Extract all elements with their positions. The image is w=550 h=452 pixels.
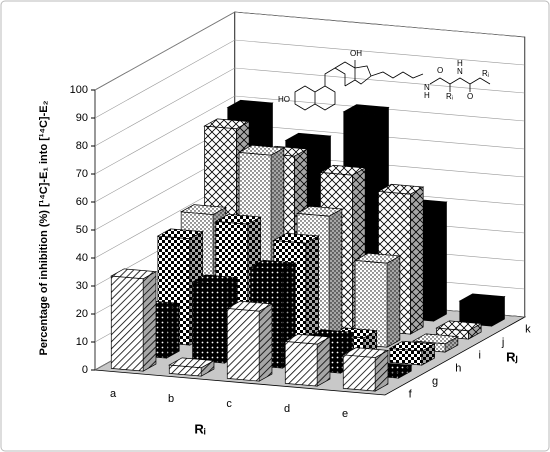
x-tick-label: b (168, 393, 174, 405)
bar-top (237, 144, 286, 156)
grid-line (94, 95, 525, 175)
x-tick-label: a (110, 388, 117, 400)
x-axis-title: Rᵢ (194, 421, 205, 436)
bar-shade (375, 350, 388, 392)
bar-top (284, 132, 332, 144)
y-tick-label: 30 (76, 280, 88, 292)
bar-top (226, 300, 274, 312)
bar (226, 300, 274, 382)
y-tick-label: 10 (76, 336, 88, 348)
bar-shade (166, 303, 180, 359)
struct-label: O (467, 92, 473, 101)
y-tick-label: 50 (76, 224, 88, 236)
bar (168, 357, 216, 377)
bar-top (179, 204, 228, 215)
bar-top (458, 293, 506, 305)
struct-label: N (457, 67, 463, 76)
bar (458, 293, 506, 327)
bar (284, 333, 332, 387)
depth-tick-label: j (501, 336, 504, 348)
struct-label: Rⱼ (482, 69, 489, 78)
bar-top (353, 252, 402, 264)
grid-line (94, 39, 525, 119)
bar-front (192, 281, 225, 364)
bar-top (110, 268, 158, 280)
y-tick-label: 90 (76, 112, 88, 124)
bar-shade (387, 256, 400, 348)
bar-top (284, 333, 332, 345)
bar (110, 268, 158, 372)
y-tick-label: 60 (76, 196, 88, 208)
struct-label: OH (350, 49, 362, 58)
bar-shade (468, 323, 482, 340)
depth-tick-label: k (525, 323, 531, 335)
bar-front (342, 354, 376, 392)
bar-front (284, 341, 318, 387)
chain (354, 60, 424, 85)
bar-shade (491, 296, 505, 327)
struct-label: H (457, 59, 463, 68)
bar-top (226, 99, 274, 111)
bar-top (377, 183, 425, 195)
bar-front (226, 308, 260, 382)
grid-line (94, 67, 525, 147)
bar-shade (398, 365, 412, 379)
structure-labels: OH HO N H O Rᵢ N H O Rⱼ (278, 49, 489, 104)
structure (294, 60, 491, 111)
bar-top (295, 205, 344, 217)
y-tick-label: 0 (82, 364, 88, 376)
bar-top (342, 347, 390, 358)
bar-shade (329, 209, 342, 343)
y-tick-label: 40 (76, 252, 88, 264)
grid-line (94, 11, 525, 91)
bar (353, 252, 402, 348)
bar-top (388, 340, 436, 352)
bar-top (191, 274, 239, 286)
bar-top (214, 213, 262, 225)
depth-tick-label: f (409, 388, 413, 400)
bar-shade (433, 202, 447, 322)
bar-top (249, 259, 297, 271)
bar-shade (143, 271, 156, 372)
y-tick-label: 100 (70, 84, 88, 96)
bar-shade (259, 304, 272, 382)
x-tick-label: e (342, 408, 348, 420)
struct-label: H (424, 91, 430, 100)
struct-label: HO (278, 95, 290, 104)
bar-shade (201, 360, 214, 377)
bar (388, 340, 436, 366)
struct-label: Rᵢ (446, 92, 453, 101)
x-tick-label: c (226, 398, 232, 410)
y-tick-label: 70 (76, 168, 88, 180)
depth-axis-title: Rⱼ (506, 349, 518, 364)
bar-shade (317, 337, 330, 387)
depth-tick-label: g (432, 375, 438, 387)
bar-top (435, 320, 483, 332)
y-tick-label: 80 (76, 140, 88, 152)
bar-top (168, 357, 216, 369)
bar-shade (305, 236, 319, 356)
depth-tick-label: i (479, 349, 481, 361)
ring (314, 85, 336, 111)
y-tick-label: 20 (76, 308, 88, 320)
bar-top (411, 333, 460, 345)
chain (429, 77, 491, 92)
bar-shade (410, 187, 424, 335)
struct-label: O (437, 66, 443, 75)
bar-top (272, 232, 320, 244)
depth-tick-label: h (455, 362, 461, 374)
y-axis-title: Percentage of inhibition (%) [¹⁴C]-E₁ in… (38, 100, 50, 355)
bar-top (156, 228, 204, 240)
bar-shade (421, 344, 435, 366)
x-tick-label: d (284, 403, 290, 415)
struct-label: N (424, 83, 430, 92)
bar-top (203, 118, 251, 130)
bar-top (319, 164, 367, 176)
bar (342, 347, 390, 392)
bar-front (110, 275, 144, 372)
bar-shade (445, 336, 458, 353)
bar-top (342, 104, 390, 115)
